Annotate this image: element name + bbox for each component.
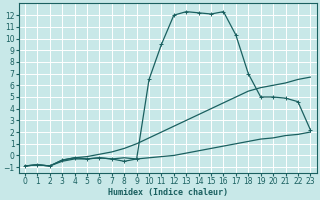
X-axis label: Humidex (Indice chaleur): Humidex (Indice chaleur) <box>108 188 228 197</box>
